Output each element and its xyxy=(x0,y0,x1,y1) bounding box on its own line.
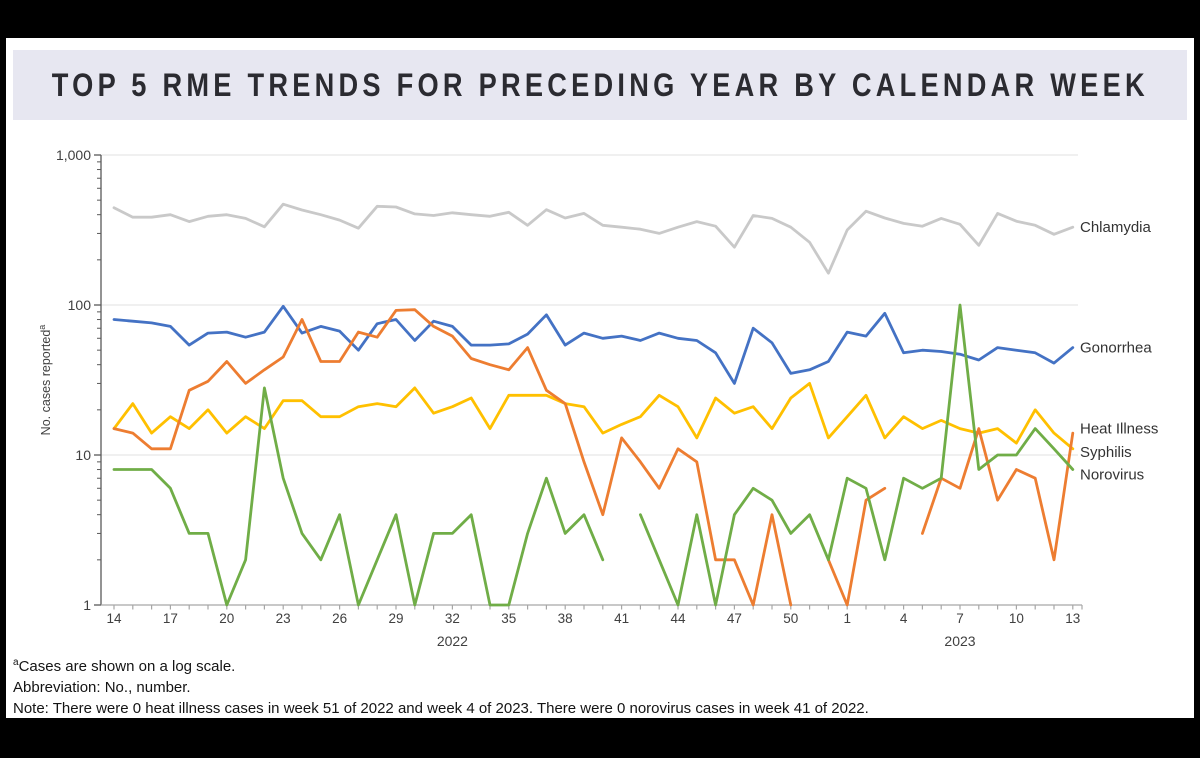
x-tick-label: 50 xyxy=(783,611,798,626)
year-label-2023: 2023 xyxy=(944,633,975,649)
series-label-heat-illness: Heat Illness xyxy=(1080,421,1158,438)
year-label-2022: 2022 xyxy=(437,633,468,649)
x-tick-label: 38 xyxy=(558,611,573,626)
x-tick-label: 26 xyxy=(332,611,347,626)
series-label-gonorrhea: Gonorrhea xyxy=(1080,340,1152,357)
x-tick-label: 23 xyxy=(276,611,291,626)
x-tick-label: 10 xyxy=(1009,611,1024,626)
y-tick-label: 10 xyxy=(75,447,91,463)
series-label-norovirus: Norovirus xyxy=(1080,467,1144,484)
y-axis-title-superscript: a xyxy=(37,325,47,330)
series-line-norovirus xyxy=(112,303,1075,607)
page-title: TOP 5 RME TRENDS FOR PRECEDING YEAR BY C… xyxy=(51,66,1149,103)
x-tick-label: 29 xyxy=(388,611,403,626)
y-axis-title: No. cases reporteda xyxy=(37,325,53,436)
series-line-gonorrhea xyxy=(112,304,1075,385)
x-tick-label: 14 xyxy=(106,611,122,626)
x-tick-label: 35 xyxy=(501,611,516,626)
report-page: TOP 5 RME TRENDS FOR PRECEDING YEAR BY C… xyxy=(6,38,1194,718)
gridlines xyxy=(101,154,1078,456)
y-tick-label: 100 xyxy=(68,297,92,313)
x-tick-label: 20 xyxy=(219,611,234,626)
x-tick-label: 41 xyxy=(614,611,629,626)
series-label-chlamydia: Chlamydia xyxy=(1080,219,1152,236)
x-tick-label: 17 xyxy=(163,611,178,626)
footnote-abbreviation: Abbreviation: No., number. xyxy=(13,679,191,696)
x-tick-label: 4 xyxy=(900,611,908,626)
series-labels: Chlamydia Gonorrhea Heat Illness Syphilis No… xyxy=(1080,219,1158,483)
footnote-superscript: a xyxy=(13,657,19,668)
x-tick-label: 44 xyxy=(670,611,686,626)
y-tick-label: 1 xyxy=(83,597,91,613)
series-label-syphilis: Syphilis xyxy=(1080,444,1132,461)
x-tick-label: 13 xyxy=(1065,611,1080,626)
y-axis: 1 10 100 1,000 No. cases reporteda xyxy=(37,147,102,613)
series-line-chlamydia xyxy=(112,202,1075,275)
series-lines xyxy=(112,202,1075,607)
x-tick-label: 1 xyxy=(843,611,851,626)
footnotes: aCases are shown on a log scale. Abbrevi… xyxy=(13,652,1183,719)
footnote-zero-cases: Note: There were 0 heat illness cases in… xyxy=(13,700,869,717)
series-line-heat-illness xyxy=(112,382,1075,451)
chart-area: 1 10 100 1,000 No. cases reporteda 14 17 20 23 26… xyxy=(6,118,1194,678)
x-tick-label: 47 xyxy=(727,611,742,626)
title-band: TOP 5 RME TRENDS FOR PRECEDING YEAR BY C… xyxy=(13,50,1187,120)
x-tick-label: 7 xyxy=(956,611,964,626)
x-tick-label: 32 xyxy=(445,611,460,626)
footnote-log-scale: aCases are shown on a log scale. xyxy=(13,657,236,675)
series-line-syphilis xyxy=(112,308,1075,607)
y-tick-label: 1,000 xyxy=(56,147,91,163)
